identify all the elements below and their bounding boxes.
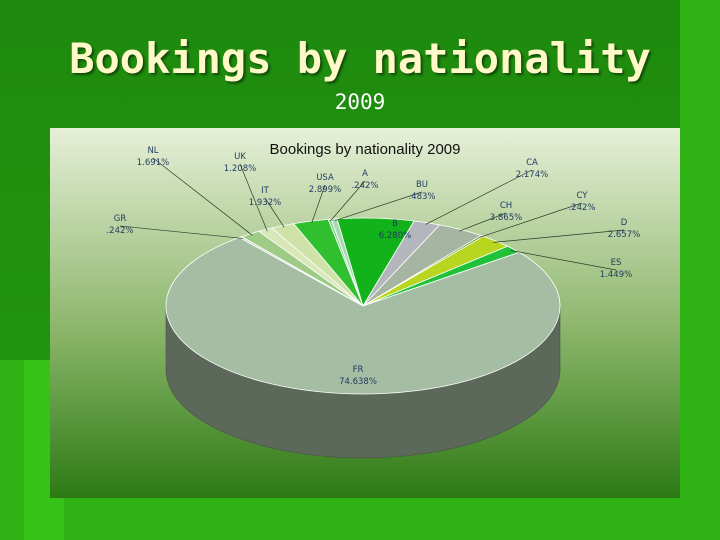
leader-line-ca bbox=[425, 169, 533, 225]
slice-value-bu: .483% bbox=[408, 192, 435, 202]
leader-line-bu bbox=[334, 191, 423, 222]
slice-value-uk: 1.208% bbox=[224, 164, 256, 174]
leader-line-cy bbox=[479, 202, 583, 238]
slice-value-d: 2.657% bbox=[608, 230, 640, 240]
slice-value-usa: 2.899% bbox=[309, 185, 341, 195]
slice-value-ca: 2.174% bbox=[516, 170, 548, 180]
pie-slice-fr bbox=[165, 237, 561, 395]
slice-label-es: ES bbox=[611, 258, 622, 268]
leader-line-usa bbox=[311, 184, 326, 223]
slice-value-it: 1.932% bbox=[249, 198, 281, 208]
slide-subtitle: 2009 bbox=[334, 90, 386, 114]
slice-label-cy: CY bbox=[577, 191, 589, 201]
slice-label-nl: NL bbox=[147, 146, 158, 156]
slice-label-fr: FR bbox=[353, 365, 364, 375]
slice-label-a: A bbox=[362, 169, 368, 179]
leader-line-es bbox=[510, 250, 617, 271]
slice-label-bu: BU bbox=[416, 180, 428, 190]
slice-label-ca: CA bbox=[526, 158, 538, 168]
slice-label-usa: USA bbox=[316, 173, 334, 183]
chart-title: Bookings by nationality 2009 bbox=[270, 141, 461, 158]
slice-label-gr: GR bbox=[114, 214, 127, 224]
leader-line-uk bbox=[239, 163, 268, 232]
leader-line-a bbox=[330, 180, 366, 222]
leader-line-ch bbox=[458, 212, 507, 232]
slice-value-b: 6.280% bbox=[379, 231, 411, 241]
slice-value-fr: 74.638% bbox=[339, 377, 377, 387]
slide-title: Bookings by nationality bbox=[69, 34, 651, 83]
slice-label-b: B bbox=[392, 219, 398, 229]
leader-line-gr bbox=[119, 225, 244, 239]
slice-value-a: .242% bbox=[351, 181, 378, 191]
pie-chart: Bookings by nationality 2009 NL 1.691% UK 1… bbox=[106, 141, 640, 459]
leader-line-d bbox=[493, 229, 625, 243]
slice-label-uk: UK bbox=[234, 152, 246, 162]
slice-label-d: D bbox=[621, 218, 628, 228]
slice-value-cy: .242% bbox=[568, 203, 595, 213]
slice-value-gr: .242% bbox=[106, 226, 133, 236]
pie-slice-gr bbox=[238, 236, 364, 307]
background-right-strip bbox=[680, 0, 720, 540]
slice-value-ch: 3.865% bbox=[490, 213, 522, 223]
slice-value-nl: 1.691% bbox=[137, 158, 169, 168]
leader-line-nl bbox=[152, 157, 253, 236]
slice-label-it: IT bbox=[261, 186, 270, 196]
leader-line-it bbox=[264, 197, 285, 228]
slice-value-es: 1.449% bbox=[600, 270, 632, 280]
slice-label-ch: CH bbox=[500, 201, 512, 211]
